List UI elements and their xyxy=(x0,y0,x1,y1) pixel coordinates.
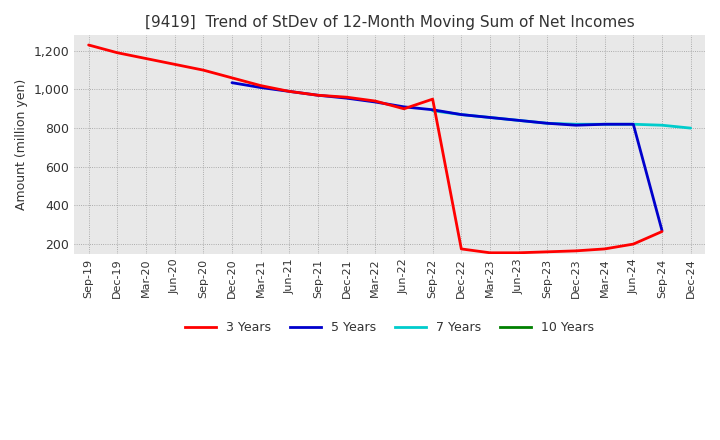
Line: 3 Years: 3 Years xyxy=(89,45,662,253)
3 Years xyxy=(84,42,93,48)
5 Years xyxy=(543,121,552,126)
7 Years xyxy=(600,121,609,127)
3 Years xyxy=(171,62,179,67)
3 Years xyxy=(314,92,323,98)
Title: [9419]  Trend of StDev of 12-Month Moving Sum of Net Incomes: [9419] Trend of StDev of 12-Month Moving… xyxy=(145,15,634,30)
7 Years xyxy=(457,112,466,117)
3 Years xyxy=(342,95,351,100)
5 Years xyxy=(629,121,638,127)
5 Years xyxy=(657,228,666,233)
7 Years xyxy=(629,121,638,127)
5 Years xyxy=(400,104,408,110)
7 Years xyxy=(486,115,495,120)
7 Years xyxy=(572,121,580,127)
3 Years xyxy=(486,250,495,256)
Line: 7 Years: 7 Years xyxy=(433,111,690,128)
7 Years xyxy=(428,108,437,114)
3 Years xyxy=(199,67,207,73)
7 Years xyxy=(543,121,552,126)
3 Years xyxy=(228,75,236,81)
5 Years xyxy=(514,118,523,123)
5 Years xyxy=(371,99,379,105)
Legend: 3 Years, 5 Years, 7 Years, 10 Years: 3 Years, 5 Years, 7 Years, 10 Years xyxy=(180,316,599,339)
3 Years xyxy=(428,96,437,102)
3 Years xyxy=(113,50,122,55)
3 Years xyxy=(457,246,466,252)
5 Years xyxy=(486,115,495,120)
3 Years xyxy=(371,99,379,104)
5 Years xyxy=(256,85,265,90)
3 Years xyxy=(514,250,523,256)
3 Years xyxy=(572,248,580,253)
Line: 5 Years: 5 Years xyxy=(232,83,662,231)
5 Years xyxy=(285,89,294,94)
7 Years xyxy=(514,118,523,123)
3 Years xyxy=(629,242,638,247)
5 Years xyxy=(428,107,437,112)
5 Years xyxy=(228,80,236,85)
3 Years xyxy=(400,106,408,111)
3 Years xyxy=(285,89,294,94)
3 Years xyxy=(256,83,265,88)
3 Years xyxy=(657,229,666,234)
5 Years xyxy=(342,95,351,101)
7 Years xyxy=(686,125,695,131)
5 Years xyxy=(457,112,466,117)
Y-axis label: Amount (million yen): Amount (million yen) xyxy=(15,79,28,210)
7 Years xyxy=(657,123,666,128)
5 Years xyxy=(572,123,580,128)
3 Years xyxy=(543,249,552,254)
3 Years xyxy=(142,56,150,61)
5 Years xyxy=(600,121,609,127)
3 Years xyxy=(600,246,609,252)
5 Years xyxy=(314,92,323,98)
